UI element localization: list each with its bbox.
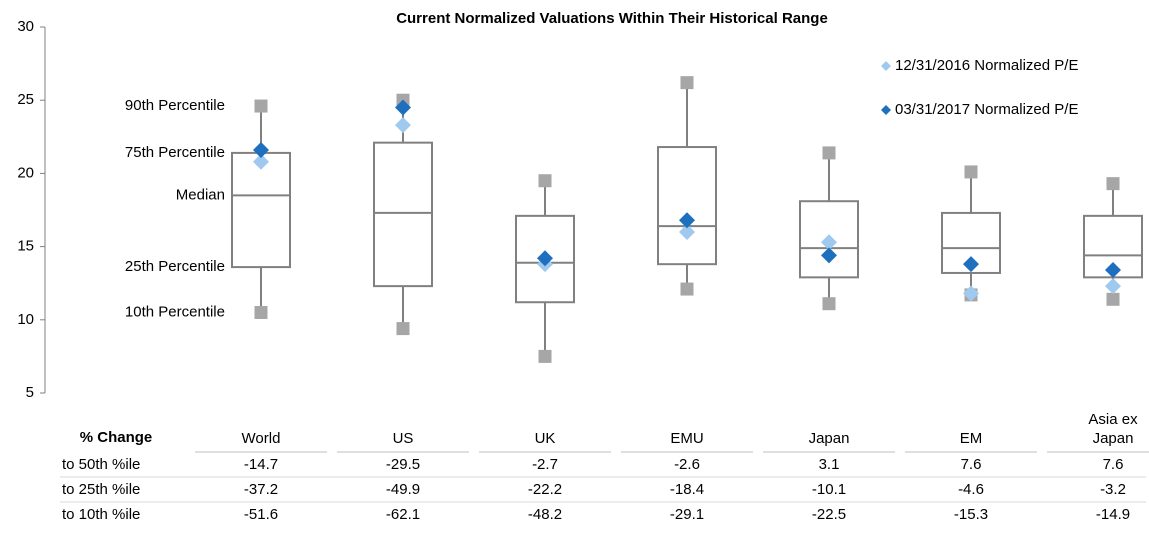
legend-marker (881, 105, 891, 115)
table-value: -22.5 (811, 506, 847, 523)
table-value: -14.7 (243, 456, 279, 473)
p90-marker (1106, 177, 1120, 191)
table-value: -29.1 (669, 506, 705, 523)
p90-marker (680, 76, 694, 90)
table-value: -4.6 (958, 481, 984, 498)
table-value: -10.1 (811, 481, 847, 498)
table-value: -22.2 (527, 481, 563, 498)
table-value: -2.7 (532, 456, 558, 473)
y-tick-label: 20 (17, 164, 34, 181)
box (1083, 214, 1143, 279)
table-value: 7.6 (960, 456, 982, 473)
table-value: -49.9 (385, 481, 421, 498)
table-value: -51.6 (243, 506, 279, 523)
table-value: -14.9 (1095, 506, 1131, 523)
y-tick-label: 30 (17, 18, 34, 35)
legend-label: 03/31/2017 Normalized P/E (895, 101, 1078, 118)
p90-marker (964, 165, 978, 179)
table-value: -29.5 (385, 456, 421, 473)
p10-marker (822, 297, 836, 311)
table-value: -18.4 (669, 481, 705, 498)
pe-marker (679, 223, 695, 240)
table-value: -37.2 (243, 481, 279, 498)
box (231, 151, 291, 269)
p10-marker (680, 282, 694, 296)
column-header: EM (959, 430, 983, 447)
table-value: -15.3 (953, 506, 989, 523)
p10-marker (538, 349, 552, 363)
legend-label: 12/31/2016 Normalized P/E (895, 57, 1078, 74)
row-label: to 50th %ile (62, 456, 141, 473)
p90-marker (254, 99, 268, 113)
y-tick-label: 5 (26, 384, 34, 401)
pe-marker (1105, 278, 1121, 295)
table-value: -2.6 (674, 456, 700, 473)
pe-marker (821, 234, 837, 251)
column-header: US (392, 430, 414, 447)
pe-marker (821, 247, 837, 264)
table-value: 3.1 (818, 456, 840, 473)
annotation: 10th Percentile (125, 303, 225, 320)
p10-marker (1106, 292, 1120, 306)
column-header: Asia ex Japan (1088, 411, 1138, 447)
annotation: Median (176, 186, 225, 203)
box (373, 141, 433, 288)
pe-marker (253, 153, 269, 170)
column-header: UK (534, 430, 556, 447)
p10-marker (396, 322, 410, 336)
column-header: Japan (808, 430, 850, 447)
pe-marker (395, 99, 411, 116)
p90-marker (538, 174, 552, 188)
pe-marker (395, 117, 411, 134)
pe-marker (537, 250, 553, 267)
table-value: -48.2 (527, 506, 563, 523)
table-value: 7.6 (1102, 456, 1124, 473)
table-value: -3.2 (1100, 481, 1126, 498)
row-label: to 25th %ile (62, 481, 141, 498)
pe-marker (253, 141, 269, 158)
legend-marker (881, 61, 891, 71)
p90-marker (822, 146, 836, 160)
row-label: to 10th %ile (62, 506, 141, 523)
table-value: -62.1 (385, 506, 421, 523)
y-tick-label: 15 (17, 238, 34, 255)
column-header: EMU (670, 430, 704, 447)
annotation: 90th Percentile (125, 97, 225, 114)
pe-marker (1105, 262, 1121, 279)
pe-marker (963, 256, 979, 273)
chart-title: Current Normalized Valuations Within The… (396, 10, 828, 27)
y-tick-label: 25 (17, 91, 34, 108)
box (657, 146, 717, 266)
table-header: % Change (79, 429, 153, 446)
pe-marker (963, 285, 979, 302)
column-header: World (241, 430, 281, 447)
y-tick-label: 10 (17, 311, 34, 328)
pe-marker (679, 212, 695, 229)
annotation: 25th Percentile (125, 258, 225, 275)
annotation: 75th Percentile (125, 144, 225, 161)
p10-marker (254, 305, 268, 319)
